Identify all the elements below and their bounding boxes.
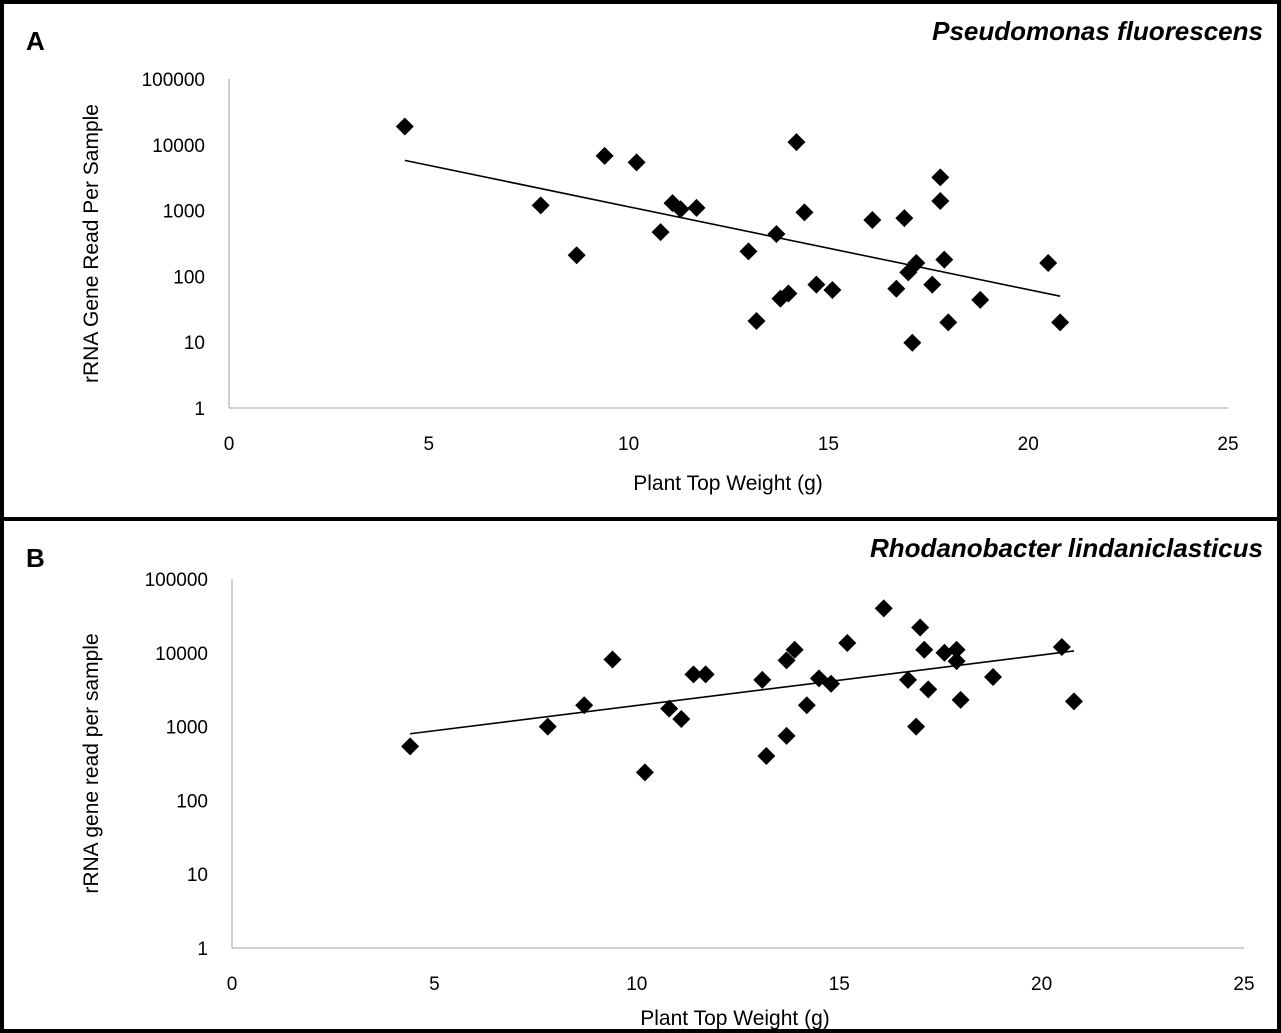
data-point-marker — [753, 670, 772, 689]
y-tick-label: 10000 — [152, 136, 205, 157]
data-point-marker — [787, 133, 806, 152]
data-point-marker — [947, 652, 966, 671]
panel-letter: A — [26, 26, 45, 56]
data-point-marker — [739, 242, 758, 261]
data-point-marker — [923, 275, 942, 294]
y-tick-label: 100000 — [145, 570, 208, 591]
data-point-marker — [757, 746, 776, 765]
data-point-marker — [911, 618, 930, 637]
data-point-marker — [785, 640, 804, 659]
data-point-marker — [635, 763, 654, 782]
data-point-marker — [531, 196, 550, 215]
y-tick-label: 100 — [173, 267, 205, 288]
data-point-marker — [671, 200, 690, 219]
y-axis-label: rRNA Gene Read Per Sample — [80, 104, 103, 383]
x-tick-label: 5 — [429, 974, 440, 995]
x-tick-label: 20 — [1031, 974, 1052, 995]
trendline — [404, 159, 1061, 297]
x-tick-label: 10 — [626, 974, 647, 995]
x-axis-label: Plant Top Weight (g) — [640, 1007, 830, 1030]
data-point-marker — [538, 717, 557, 736]
data-point-marker — [947, 640, 966, 659]
data-point-marker — [935, 643, 954, 662]
data-point-marker — [809, 669, 828, 688]
data-point-marker — [687, 198, 706, 217]
y-tick-label: 10 — [187, 865, 208, 886]
x-tick-label: 5 — [424, 434, 435, 455]
data-point-marker — [779, 284, 798, 303]
data-point-marker — [672, 709, 691, 728]
y-tick-label: 10000 — [155, 644, 208, 665]
data-point-marker — [684, 665, 703, 684]
data-point-marker — [1064, 692, 1083, 711]
data-point-marker — [747, 311, 766, 330]
y-tick-label: 100 — [176, 791, 208, 812]
data-point-marker — [951, 690, 970, 709]
data-point-marker — [627, 153, 646, 172]
data-point-marker — [931, 191, 950, 210]
data-point-marker — [823, 281, 842, 300]
data-point-marker — [1051, 313, 1070, 332]
chart-title: Pseudomonas fluorescens — [932, 16, 1263, 46]
panel-a: A Pseudomonas fluorescens — [0, 0, 1281, 521]
y-tick-label: 10 — [184, 333, 205, 354]
x-tick-label: 10 — [618, 434, 639, 455]
data-point-marker — [696, 665, 715, 684]
data-point-marker — [874, 599, 893, 618]
x-tick-label: 15 — [829, 974, 850, 995]
data-point-marker — [899, 670, 918, 689]
data-point-marker — [919, 680, 938, 699]
data-point-marker — [838, 633, 857, 652]
data-point-marker — [939, 313, 958, 332]
data-point-marker — [887, 279, 906, 298]
data-point-marker — [915, 640, 934, 659]
data-point-marker — [603, 650, 622, 669]
data-point-marker — [971, 290, 990, 309]
data-point-marker — [777, 726, 796, 745]
y-tick-label: 1 — [194, 399, 205, 420]
data-point-marker — [807, 275, 826, 294]
y-tick-label: 1000 — [163, 202, 205, 223]
data-point-marker — [660, 699, 679, 718]
y-axis-label: rRNA gene read per sample — [80, 633, 103, 893]
data-point-marker — [651, 223, 670, 242]
data-point-marker — [401, 737, 420, 756]
scatter-plot-a: 1 10 100 1000 10000 100000 0 5 10 15 20 25 Plant Top… — [80, 70, 1239, 495]
x-tick-label: 20 — [1018, 434, 1039, 455]
data-point-marker — [795, 203, 814, 222]
x-tick-label: 0 — [227, 974, 238, 995]
x-axis-label: Plant Top Weight (g) — [633, 472, 823, 495]
data-point-marker — [907, 717, 926, 736]
data-point-marker — [777, 651, 796, 670]
panel-b: B Rhodanobacter lindaniclasticus — [0, 517, 1281, 1033]
data-point-marker — [822, 674, 841, 693]
data-point-marker — [575, 696, 594, 715]
data-point-marker — [907, 253, 926, 272]
x-tick-label: 0 — [224, 434, 235, 455]
trendline — [410, 650, 1075, 735]
data-point-marker — [903, 333, 922, 352]
x-tick-label: 15 — [818, 434, 839, 455]
scatter-plot-b: 1 10 100 1000 10000 100000 0 5 10 15 20 25 Plant Top… — [80, 570, 1255, 1030]
y-tick-label: 100000 — [142, 70, 205, 91]
data-point-marker — [863, 210, 882, 229]
x-tick-label: 25 — [1217, 434, 1238, 455]
data-point-marker — [984, 667, 1003, 686]
y-tick-label: 1 — [197, 939, 208, 960]
data-point-marker — [567, 246, 586, 265]
data-point-marker — [797, 696, 816, 715]
data-point-marker — [395, 117, 414, 136]
y-tick-label: 1000 — [166, 718, 208, 739]
chart-title: Rhodanobacter lindaniclasticus — [870, 533, 1263, 563]
panel-letter: B — [26, 543, 45, 573]
x-tick-label: 25 — [1233, 974, 1254, 995]
data-point-marker — [595, 146, 614, 165]
data-point-marker — [931, 168, 950, 187]
data-point-marker — [767, 225, 786, 244]
data-point-marker — [1052, 637, 1071, 656]
data-point-marker — [935, 250, 954, 269]
data-point-marker — [895, 209, 914, 228]
data-point-marker — [1039, 253, 1058, 272]
